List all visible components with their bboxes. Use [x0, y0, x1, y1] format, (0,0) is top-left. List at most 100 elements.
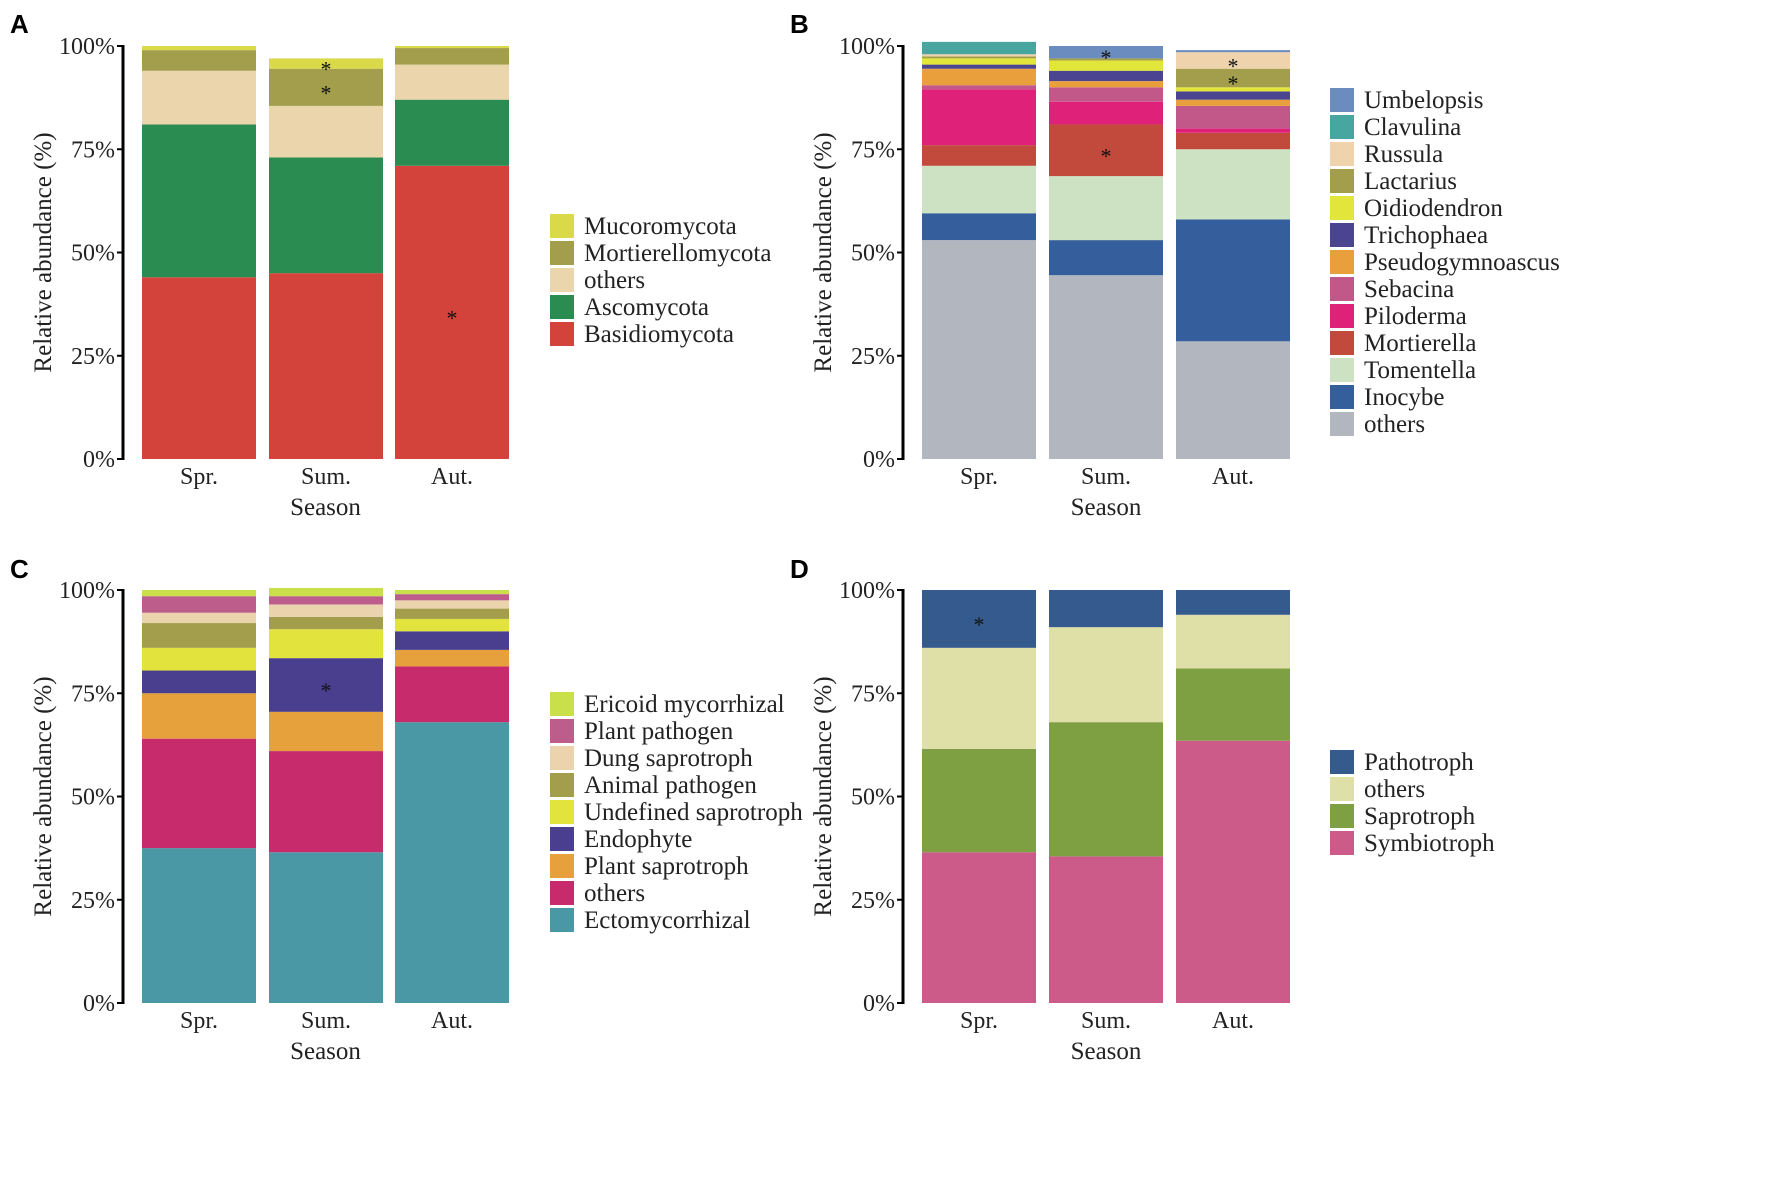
legend-label: Piloderma: [1364, 303, 1467, 330]
bar-segment: [142, 623, 256, 648]
y-tick-label: 25%: [71, 344, 115, 370]
bar-segment: [922, 58, 1036, 65]
legend-swatch: [1330, 331, 1354, 355]
bar-segment: [269, 616, 383, 630]
bar-segment: [1049, 722, 1163, 857]
y-axis-title: Relative abundance (%): [30, 132, 57, 372]
legend-swatch: [1330, 88, 1354, 112]
bar-segment: [395, 165, 509, 459]
x-tick-label: Spr.: [960, 464, 998, 490]
bar-segment: [1176, 149, 1290, 220]
y-axis-title: Relative abundance (%): [810, 676, 837, 916]
bar-segment: [142, 612, 256, 624]
bar-segment: [395, 600, 509, 609]
legend-swatch: [550, 719, 574, 743]
legend-label: Animal pathogen: [584, 772, 757, 799]
bar-segment: [922, 68, 1036, 86]
y-tick-label: 25%: [851, 888, 895, 914]
legend-label: Saprotroph: [1364, 803, 1476, 830]
x-tick-label: Sum.: [301, 1008, 351, 1034]
x-tick-label: Aut.: [1212, 1008, 1254, 1034]
bar-segment: [1176, 132, 1290, 150]
x-axis-title: Season: [1071, 494, 1142, 521]
legend-label: Ectomycorrhizal: [584, 907, 751, 934]
bar-segment: [1176, 68, 1290, 88]
legend-label: Undefined saprotroph: [584, 799, 803, 826]
bar-segment: [1176, 105, 1290, 129]
x-tick-label: Sum.: [1081, 1008, 1131, 1034]
significance-mark: *: [1101, 45, 1112, 70]
bar-segment: [1176, 87, 1290, 92]
bar-segment: [922, 213, 1036, 241]
y-tick-label: 0%: [83, 447, 115, 473]
bar-segment: [1176, 52, 1290, 69]
legend-swatch: [550, 827, 574, 851]
bar-segment: [1049, 590, 1163, 628]
bar-segment: [142, 124, 256, 278]
legend: UmbelopsisClavulinaRussulaLactariusOidio…: [1330, 87, 1560, 438]
legend-label: Tomentella: [1364, 357, 1476, 384]
bar-segment: [1176, 740, 1290, 1003]
panel-c: C * 0% 25% 50% 75% 100% Spr. Sum. Aut. Season Relat…: [10, 554, 803, 1065]
y-tick-label: 100%: [59, 578, 115, 604]
bar-segment: [395, 594, 509, 601]
legend-swatch: [1330, 250, 1354, 274]
bar-segment: [1176, 668, 1290, 741]
bar-segment: [269, 157, 383, 274]
bar-segment: [1049, 124, 1163, 177]
legend-label: others: [584, 880, 645, 907]
legend-label: Mortierellomycota: [584, 240, 771, 267]
bar-segment: [269, 852, 383, 1003]
legend-swatch: [550, 214, 574, 238]
legend-label: Ascomycota: [584, 294, 709, 321]
legend-label: Endophyte: [584, 826, 692, 853]
y-tick-label: 50%: [851, 241, 895, 267]
bar-segment: [142, 590, 256, 597]
legend-swatch: [1330, 750, 1354, 774]
bar-segment: [922, 749, 1036, 853]
legend-swatch: [550, 692, 574, 716]
bar-segment: [1049, 81, 1163, 88]
significance-mark: *: [321, 80, 332, 105]
legend-label: Inocybe: [1364, 384, 1445, 411]
bar-segment: [922, 647, 1036, 750]
y-tick-label: 50%: [71, 785, 115, 811]
legend-swatch: [1330, 223, 1354, 247]
significance-mark: *: [321, 678, 332, 703]
bar-segment: [1049, 70, 1163, 82]
y-tick-label: 50%: [851, 785, 895, 811]
y-tick-label: 100%: [839, 34, 895, 60]
bar-segment: [922, 41, 1036, 55]
bar-segment: [1049, 87, 1163, 102]
bar-segment: [922, 240, 1036, 459]
bar-segment: [922, 89, 1036, 146]
bar-segment: [922, 165, 1036, 214]
y-axis-title: Relative abundance (%): [30, 676, 57, 916]
significance-mark: *: [1101, 143, 1112, 168]
bar-segment: [922, 145, 1036, 166]
legend-swatch: [550, 322, 574, 346]
bar-segment: [142, 693, 256, 739]
bar-segment: [1049, 275, 1163, 459]
bar-segment: [269, 711, 383, 752]
legend-label: others: [1364, 776, 1425, 803]
bar-segment: [142, 50, 256, 71]
bar-segment: [269, 587, 383, 597]
bar-segment: [269, 105, 383, 158]
legend-label: Umbelopsis: [1364, 87, 1483, 114]
panel-letter: B: [790, 9, 809, 39]
bar-segment: [395, 631, 509, 650]
bar-segment: [395, 99, 509, 166]
bar-segment: [269, 629, 383, 659]
x-axis-title: Season: [1071, 1038, 1142, 1065]
legend-label: Mucoromycota: [584, 213, 737, 240]
legend-swatch: [550, 295, 574, 319]
bar-segment: [142, 670, 256, 694]
bar-segment: [1049, 240, 1163, 276]
x-axis-title: Season: [290, 494, 361, 521]
bar-segment: [1176, 590, 1290, 615]
legend-swatch: [550, 908, 574, 932]
x-tick-label: Sum.: [301, 464, 351, 490]
legend-label: Oidiodendron: [1364, 195, 1503, 222]
